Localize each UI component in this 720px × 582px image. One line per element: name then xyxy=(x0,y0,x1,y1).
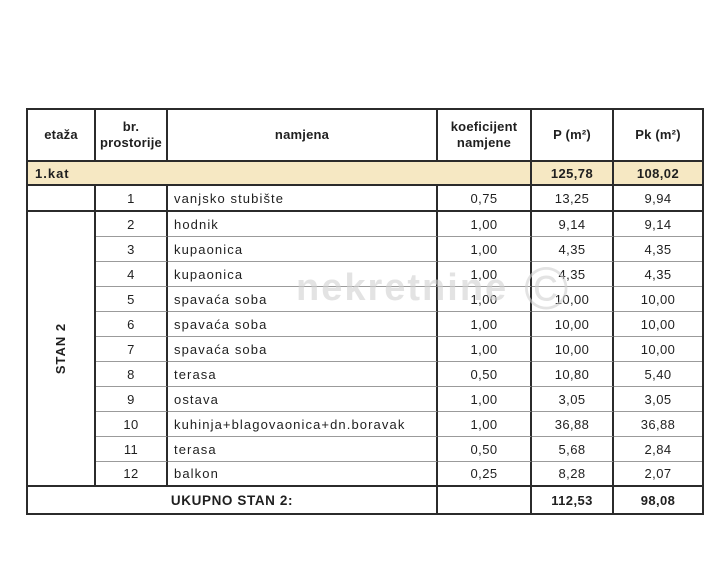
room-name-cell: balkon xyxy=(168,462,438,487)
koef-cell: 1,00 xyxy=(438,337,532,362)
koef-cell: 1,00 xyxy=(438,387,532,412)
p-cell: 5,68 xyxy=(532,437,614,462)
room-number-cell: 8 xyxy=(96,362,168,387)
koef-cell: 1,00 xyxy=(438,287,532,312)
room-number-cell: 10 xyxy=(96,412,168,437)
koef-cell: 0,50 xyxy=(438,362,532,387)
pk-cell: 5,40 xyxy=(614,362,702,387)
pk-cell: 10,00 xyxy=(614,337,702,362)
koef-cell: 1,00 xyxy=(438,412,532,437)
col-header-namjena-label: namjena xyxy=(274,126,330,142)
p-cell: 9,14 xyxy=(532,212,614,237)
koef-cell: 1,00 xyxy=(438,312,532,337)
room-name-cell: vanjsko stubište xyxy=(168,186,438,212)
floor-row-pk-value: 108,02 xyxy=(614,162,702,186)
total-koef-empty-cell xyxy=(438,487,532,513)
room-name-cell: kuhinja+blagovaonica+dn.boravak xyxy=(168,412,438,437)
room-number-cell: 2 xyxy=(96,212,168,237)
pk-cell: 36,88 xyxy=(614,412,702,437)
koef-cell: 0,25 xyxy=(438,462,532,487)
room-name-cell: kupaonica xyxy=(168,237,438,262)
room-number-cell: 4 xyxy=(96,262,168,287)
floor-row-p-value: 125,78 xyxy=(532,162,614,186)
pk-cell: 9,14 xyxy=(614,212,702,237)
pk-cell: 10,00 xyxy=(614,287,702,312)
floor-row-label: 1.kat xyxy=(28,162,532,186)
p-cell: 4,35 xyxy=(532,262,614,287)
total-p-value: 112,53 xyxy=(532,487,614,513)
koef-cell: 1,00 xyxy=(438,212,532,237)
room-name-cell: kupaonica xyxy=(168,262,438,287)
room-number-cell: 6 xyxy=(96,312,168,337)
col-header-p-m2: P (m²) xyxy=(532,110,614,162)
p-cell: 3,05 xyxy=(532,387,614,412)
pk-cell: 4,35 xyxy=(614,262,702,287)
room-name-cell: spavaća soba xyxy=(168,312,438,337)
p-cell: 10,00 xyxy=(532,337,614,362)
room-name-cell: hodnik xyxy=(168,212,438,237)
koef-cell: 0,50 xyxy=(438,437,532,462)
col-header-koef-line2: namjene xyxy=(456,135,512,150)
stan2-group-label: STAN 2 xyxy=(28,212,96,487)
col-header-pk-label: Pk (m²) xyxy=(635,126,681,142)
room-name-cell: ostava xyxy=(168,387,438,412)
koef-cell: 1,00 xyxy=(438,262,532,287)
room-name-cell: terasa xyxy=(168,362,438,387)
pk-cell: 4,35 xyxy=(614,237,702,262)
room-number-cell: 1 xyxy=(96,186,168,212)
col-header-namjena: namjena xyxy=(168,110,438,162)
p-cell: 13,25 xyxy=(532,186,614,212)
room-number-cell: 12 xyxy=(96,462,168,487)
room-number-cell: 5 xyxy=(96,287,168,312)
col-header-pk-m2: Pk (m²) xyxy=(614,110,702,162)
p-cell: 36,88 xyxy=(532,412,614,437)
p-cell: 4,35 xyxy=(532,237,614,262)
p-cell: 8,28 xyxy=(532,462,614,487)
col-header-etaza-label: etaža xyxy=(44,126,78,142)
pk-cell: 2,84 xyxy=(614,437,702,462)
col-header-p-label: P (m²) xyxy=(553,126,591,142)
p-cell: 10,00 xyxy=(532,287,614,312)
room-name-cell: terasa xyxy=(168,437,438,462)
room-name-cell: spavaća soba xyxy=(168,337,438,362)
room-number-cell: 3 xyxy=(96,237,168,262)
pk-cell: 10,00 xyxy=(614,312,702,337)
col-header-koeficijent: koeficijent namjene xyxy=(438,110,532,162)
floor-area-table: etaža br. prostorije namjena koeficijent… xyxy=(26,108,704,515)
room-number-cell: 9 xyxy=(96,387,168,412)
total-pk-value: 98,08 xyxy=(640,492,676,508)
col-header-br-prostorije: br. prostorije xyxy=(96,110,168,162)
col-header-etaza: etaža xyxy=(28,110,96,162)
room-number-cell: 11 xyxy=(96,437,168,462)
room-name-cell: spavaća soba xyxy=(168,287,438,312)
pk-cell: 3,05 xyxy=(614,387,702,412)
col-header-koef-line1: koeficijent xyxy=(450,118,518,134)
pk-cell: 2,07 xyxy=(614,462,702,487)
room-number-cell: 7 xyxy=(96,337,168,362)
p-cell: 10,80 xyxy=(532,362,614,387)
etaza-empty-cell xyxy=(28,186,96,212)
koef-cell: 1,00 xyxy=(438,237,532,262)
koef-cell: 0,75 xyxy=(438,186,532,212)
pk-cell: 9,94 xyxy=(614,186,702,212)
col-header-br-line2: prostorije xyxy=(100,135,162,150)
col-header-br-line1: br. xyxy=(122,118,140,134)
total-row-label: UKUPNO STAN 2: xyxy=(28,487,438,513)
p-cell: 10,00 xyxy=(532,312,614,337)
